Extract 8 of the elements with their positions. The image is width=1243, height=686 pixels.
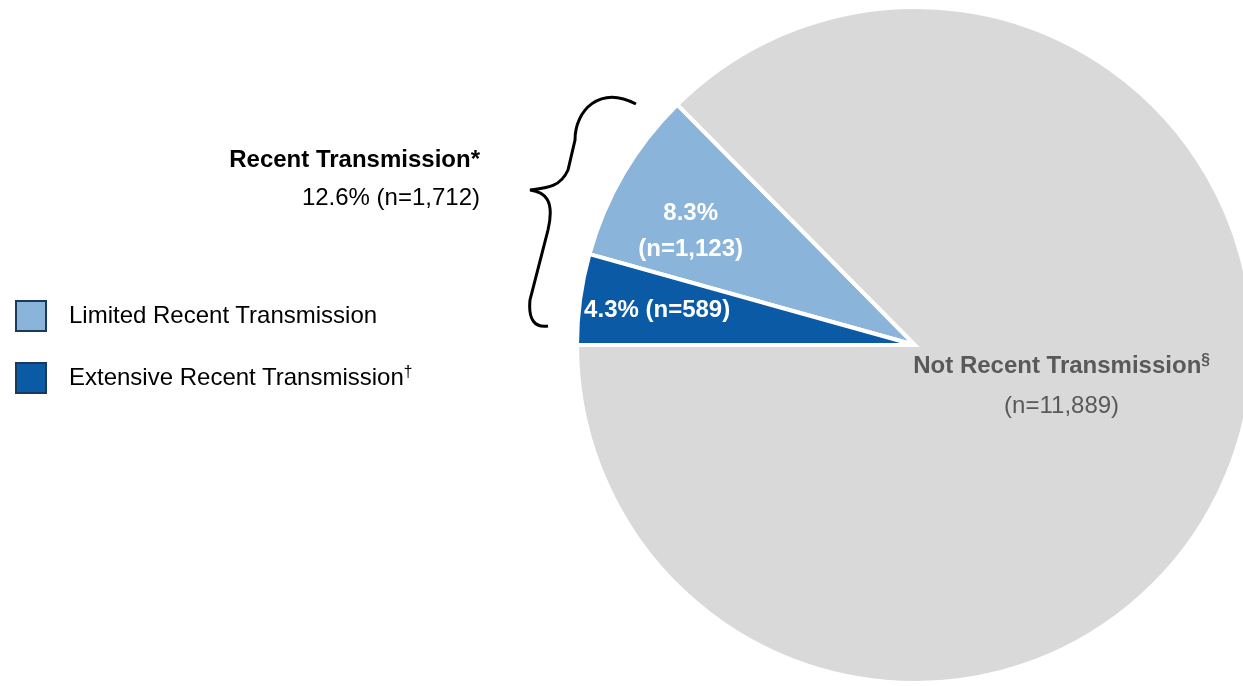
text: Recent Transmission* [229, 145, 480, 173]
data-label: 4.3% (n=589) [584, 294, 731, 322]
data-label: 8.3% (n=1,123) [638, 198, 743, 262]
data-label: (n=11,889) [1004, 391, 1120, 419]
legend-label: Extensive Recent Transmission$^{†}$ [69, 362, 413, 390]
legend-label: Limited Recent Transmission [69, 301, 378, 328]
slice-label: Not Recent Transmission$^{§}$ [913, 350, 1211, 379]
text: 12.6% (n=1,712) [301, 183, 480, 211]
